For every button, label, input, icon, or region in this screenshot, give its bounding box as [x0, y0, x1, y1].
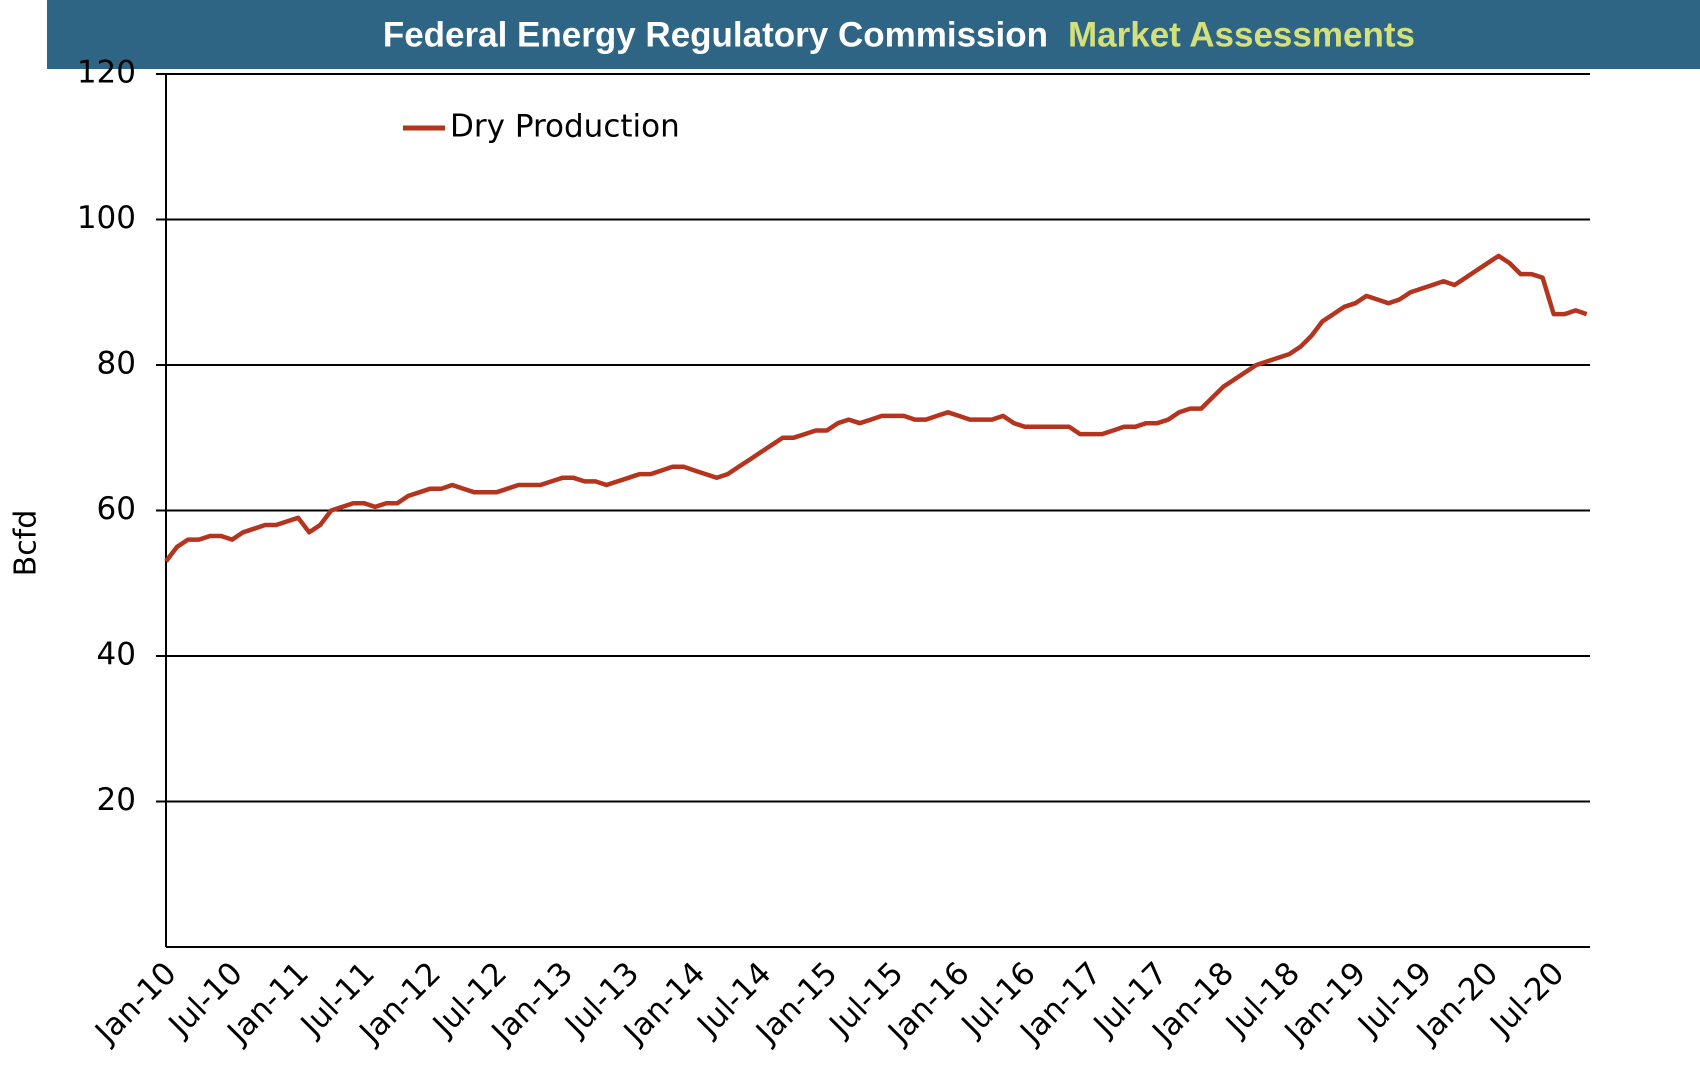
y-tick-label: 20	[97, 782, 136, 818]
y-axis-label: Bcfd	[9, 510, 44, 577]
y-tick-label: 40	[97, 637, 136, 673]
chart-title: Federal Energy Regulatory Commission	[383, 15, 1048, 54]
y-tick-label: 60	[97, 491, 136, 527]
y-tick-label: 80	[97, 346, 136, 382]
series-line	[164, 253, 1588, 563]
y-tick-label: 120	[77, 55, 136, 91]
x-tick-label: Jul-20	[1482, 955, 1571, 1044]
chart-subtitle: Market Assessments	[1068, 15, 1415, 54]
legend-label: Dry Production	[450, 109, 680, 145]
header-bar	[47, 0, 1700, 69]
x-tick-label: Jan-10	[87, 955, 183, 1051]
y-tick-label: 100	[77, 200, 136, 236]
